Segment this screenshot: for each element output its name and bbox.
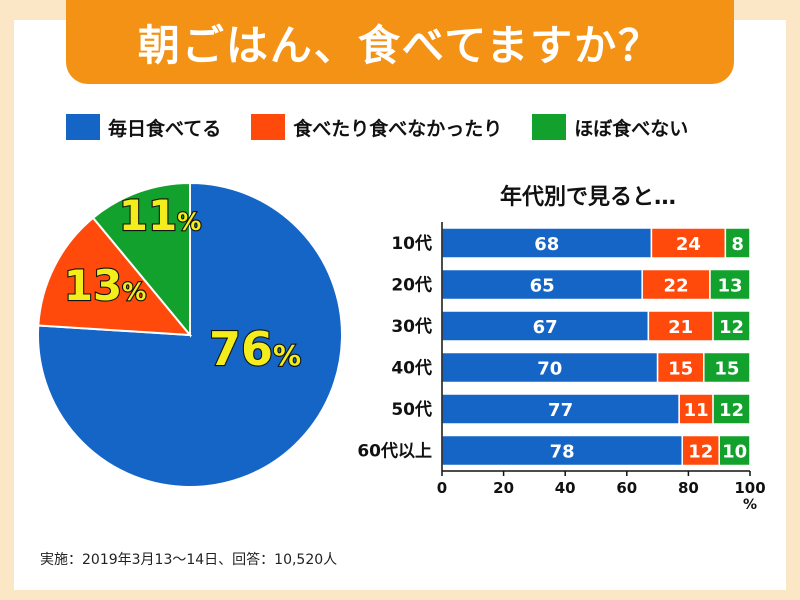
bar-segment-sometimes: [647, 310, 714, 342]
bar-segment-rarely: [712, 310, 751, 342]
bar-category-label: 20代: [391, 275, 432, 296]
legend: 毎日食べてる 食べたり食べなかったり ほぼ食べない: [66, 112, 718, 142]
bar-category-label: 60代以上: [357, 441, 432, 462]
bar-value-label: 24: [676, 234, 701, 255]
pie-slice-every-day: [37, 181, 343, 488]
bar-value-label: 8: [731, 234, 744, 255]
bar-value-label: 77: [548, 400, 573, 421]
legend-label-sometimes: 食べたり食べなかったり: [293, 117, 503, 140]
bar-segment-sometimes: [678, 393, 714, 425]
bar-value-label: 67: [533, 317, 558, 338]
bar-value-label: 12: [719, 317, 744, 338]
x-tick-label: 80: [678, 479, 699, 497]
bar-value-label: 65: [530, 276, 555, 297]
bar-value-label: 15: [714, 359, 739, 380]
legend-swatch-sometimes: [251, 114, 286, 140]
pie-label-every-day: 76%: [209, 322, 301, 376]
bar-segment-rarely: [712, 393, 751, 425]
bar-category-label: 30代: [391, 316, 432, 337]
page-title: 朝ごはん、食べてますか？: [137, 20, 663, 70]
pie-label-rarely: 11%: [119, 191, 202, 240]
bar-segment-every-day: [441, 351, 659, 384]
bar-segment-sometimes: [641, 268, 711, 301]
bar-value-label: 13: [717, 276, 742, 297]
legend-label-rarely: ほぼ食べない: [574, 117, 689, 140]
pie-slice-rarely: [91, 181, 191, 338]
legend-swatch-every-day: [66, 114, 100, 140]
bar-segment-rarely: [703, 351, 751, 384]
bar-category-label: 40代: [391, 358, 432, 379]
legend-label-every-day: 毎日食べてる: [108, 117, 222, 140]
bar-value-label: 10: [722, 442, 747, 463]
x-tick-label: 100: [734, 479, 765, 497]
bar-segment-rarely: [718, 434, 751, 467]
pie-slice-sometimes: [37, 216, 193, 337]
x-axis-unit: %: [743, 497, 757, 513]
x-tick-label: 40: [555, 479, 576, 497]
bar-category-label: 50代: [391, 399, 432, 420]
bar-segment-rarely: [724, 227, 751, 259]
bar-value-label: 70: [537, 359, 562, 380]
bar-value-label: 21: [668, 317, 693, 338]
bar-value-label: 12: [719, 400, 744, 421]
bar-chart-title: 年代別で見ると…: [500, 184, 676, 210]
legend-item-rarely: ほぼ食べない: [532, 114, 688, 141]
title-banner: 朝ごはん、食べてますか？: [66, 0, 734, 84]
bar-segment-sometimes: [650, 227, 727, 259]
bar-value-label: 12: [688, 442, 713, 463]
legend-item-sometimes: 食べたり食べなかったり: [251, 114, 502, 141]
x-tick-label: 20: [493, 479, 514, 497]
bar-value-label: 11: [684, 400, 709, 421]
bar-segment-every-day: [441, 268, 643, 301]
pie-label-sometimes: 13%: [64, 261, 147, 310]
legend-item-every-day: 毎日食べてる: [66, 114, 221, 141]
bar-category-label: 10代: [391, 233, 432, 254]
bar-value-label: 78: [550, 442, 575, 463]
x-tick-label: 0: [437, 479, 447, 497]
bar-value-label: 15: [668, 359, 693, 380]
bar-segment-every-day: [441, 393, 680, 425]
bar-value-label: 68: [534, 234, 559, 255]
x-tick-label: 60: [616, 479, 637, 497]
survey-note: 実施：2019年3月13～14日、回答：10,520人: [40, 552, 338, 568]
legend-swatch-rarely: [532, 114, 567, 140]
bar-value-label: 22: [664, 276, 689, 297]
bar-segment-rarely: [709, 268, 751, 301]
